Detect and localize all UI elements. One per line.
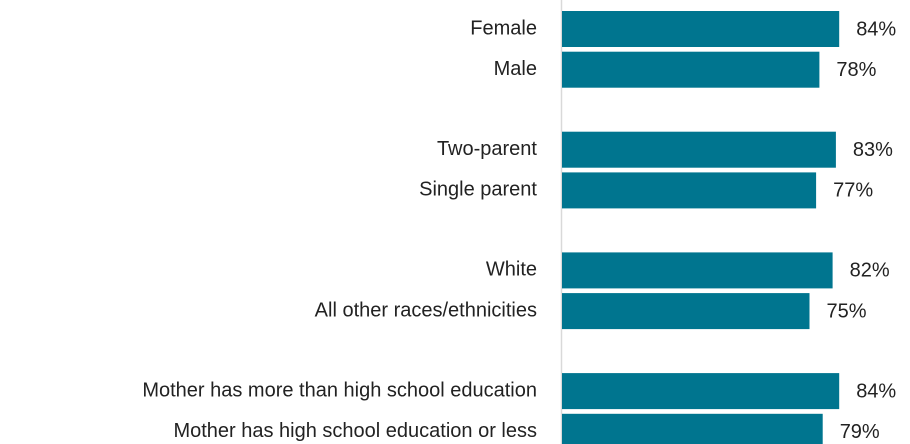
value-label: 84% [856,18,896,40]
bar [562,252,833,289]
bar [562,11,840,47]
value-label: 75% [827,300,867,322]
bar [562,293,810,330]
value-label: 82% [850,260,890,282]
category-label: Mother has more than high school educati… [142,379,537,401]
value-label: 78% [836,59,876,81]
category-label: White [486,259,537,281]
bar [562,51,820,88]
bar [562,373,840,410]
value-label: 79% [840,421,880,443]
category-label: Two-parent [437,138,537,160]
bar [562,172,817,209]
category-label: Male [494,58,537,80]
value-label: 83% [853,139,893,161]
category-label: Female [470,17,537,39]
value-label: 84% [856,380,896,402]
bar [562,413,823,444]
bar [562,131,836,168]
category-label: Mother has high school education or less [173,420,537,442]
category-label: Single parent [419,179,537,201]
value-label: 77% [833,180,873,202]
category-label: All other races/ethnicities [315,299,537,321]
